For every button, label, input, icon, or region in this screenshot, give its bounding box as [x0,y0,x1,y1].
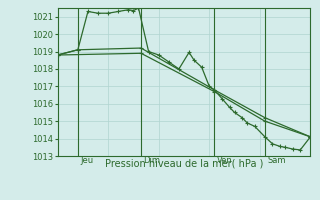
Text: Dim: Dim [144,156,161,165]
Text: Sam: Sam [268,156,286,165]
Text: Jeu: Jeu [80,156,93,165]
X-axis label: Pression niveau de la mer( hPa ): Pression niveau de la mer( hPa ) [105,159,263,169]
Text: Ven: Ven [217,156,233,165]
